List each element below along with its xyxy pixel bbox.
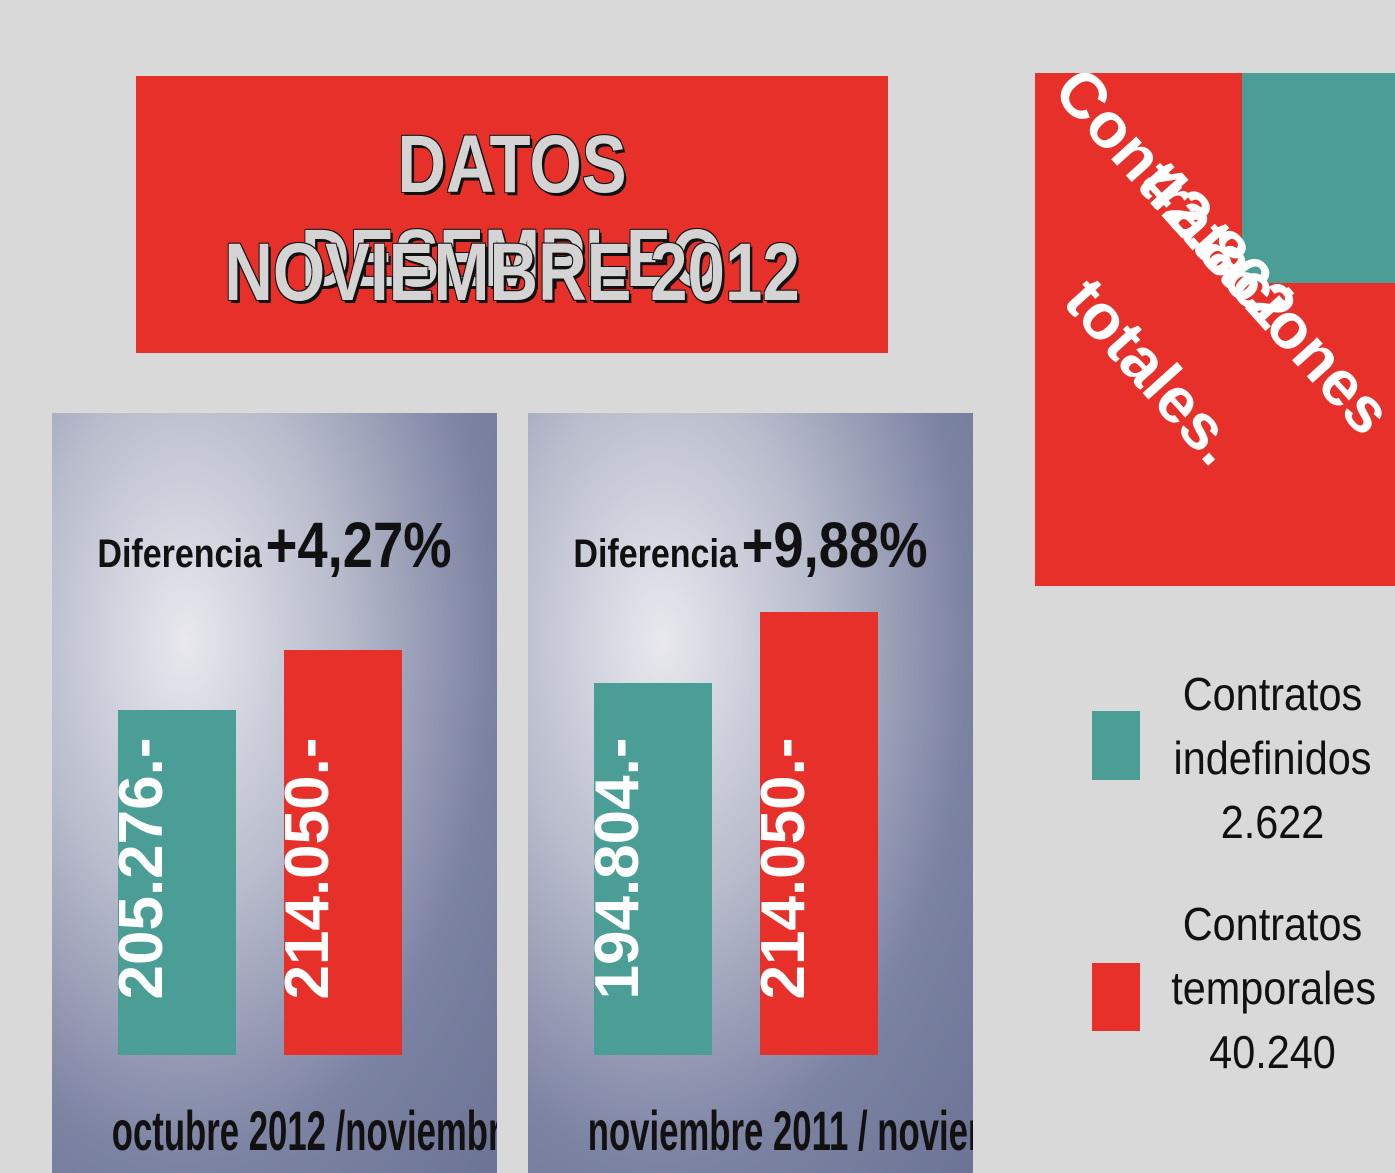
bar: 194.804.- (583, 683, 712, 1055)
legend-swatch (1092, 963, 1140, 1031)
title-box: DATOS DESEMPLEO NOVIEMBRE 2012 (136, 76, 888, 353)
legend-label: indefinidos (1173, 732, 1372, 784)
legend-value: 2.622 (1220, 796, 1325, 848)
difference: Diferencia +9,88% (561, 508, 939, 582)
legend-value: 40.240 (1209, 1026, 1336, 1078)
legend-label: Contratos (1182, 668, 1363, 720)
legend-label: temporales (1171, 962, 1377, 1014)
bar: 214.050.- (749, 612, 878, 1055)
legend-label: Contratos (1182, 898, 1363, 950)
bar-label: 194.804.- (583, 737, 652, 1000)
bar: 214.050.- (273, 650, 402, 1055)
total-quadrant (1242, 73, 1395, 283)
legend-swatch (1092, 711, 1140, 780)
difference-label: Diferencia (97, 532, 262, 576)
legend-entry: Contratos temporales 40.240 (1171, 892, 1377, 1084)
bar: 205.276.- (107, 710, 236, 1055)
bar-label: 205.276.- (107, 737, 176, 1000)
period: octubre 2012 /noviembre 2012 (111, 1099, 497, 1162)
difference: Diferencia +4,27% (85, 508, 463, 582)
difference-value: +4,27% (265, 509, 452, 581)
panel: Diferencia +4,27% 205.276.- 214.050.- oc… (52, 413, 497, 1173)
bar-label: 214.050.- (749, 737, 818, 1000)
title-line: DATOS DESEMPLEO (300, 119, 724, 304)
bar-label: 214.050.- (273, 737, 342, 1000)
difference-label: Diferencia (573, 532, 738, 576)
title-line: NOVIEMBRE 2012 (224, 227, 800, 318)
legend-entry: Contratos indefinidos 2.622 (1171, 662, 1374, 854)
difference-value: +9,88% (741, 509, 928, 581)
panel: Diferencia +9,88% 194.804.- 214.050.- no… (528, 413, 973, 1173)
period: noviembre 2011 / noviembre 2012 (587, 1099, 973, 1162)
total-box: Contrataciones 42.862 totales. (1035, 73, 1395, 586)
